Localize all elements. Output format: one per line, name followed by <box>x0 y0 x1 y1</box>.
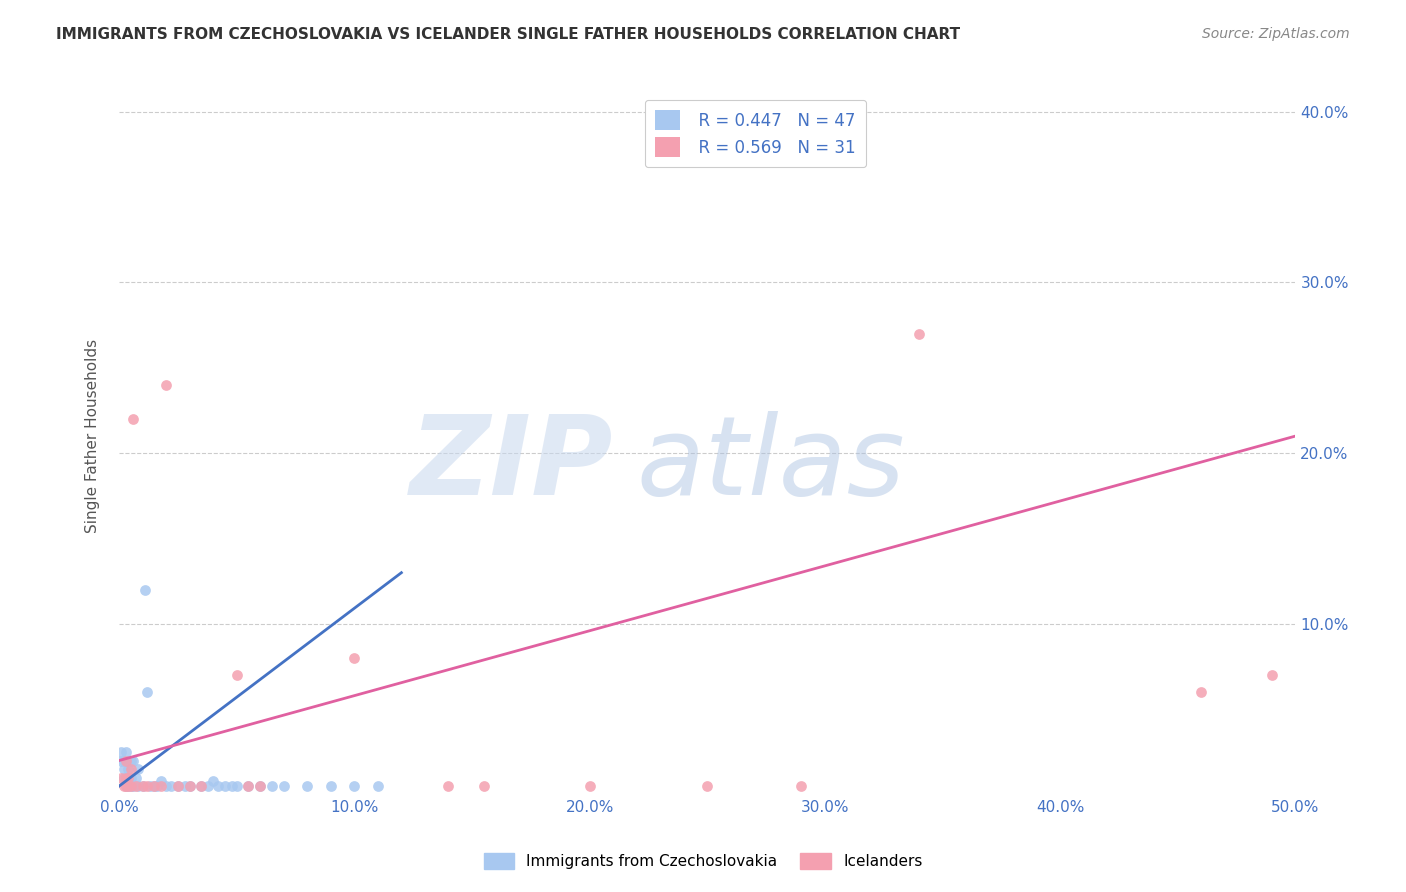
Point <box>297 779 319 793</box>
Point <box>120 779 142 793</box>
Point <box>112 762 135 776</box>
Point <box>138 779 160 793</box>
Point <box>115 745 138 759</box>
Point <box>343 779 366 793</box>
Point <box>131 779 153 793</box>
Point <box>150 779 173 793</box>
Point <box>110 745 132 759</box>
Point <box>124 771 146 785</box>
Point <box>127 779 149 793</box>
Point <box>120 762 142 776</box>
Point <box>207 779 229 793</box>
Point <box>367 779 389 793</box>
Point <box>1261 668 1284 682</box>
Point <box>136 779 159 793</box>
Text: atlas: atlas <box>637 411 905 518</box>
Point <box>260 779 283 793</box>
Text: ZIP: ZIP <box>409 411 613 518</box>
Point <box>115 779 138 793</box>
Point <box>225 779 247 793</box>
Point <box>120 754 142 768</box>
Point <box>120 771 142 785</box>
Point <box>238 779 260 793</box>
Point <box>790 779 813 793</box>
Point <box>117 779 139 793</box>
Point <box>115 754 138 768</box>
Point <box>122 779 145 793</box>
Point <box>221 779 243 793</box>
Point <box>117 771 139 785</box>
Point <box>115 779 138 793</box>
Point <box>1189 685 1212 699</box>
Legend:   R = 0.447   N = 47,   R = 0.569   N = 31: R = 0.447 N = 47, R = 0.569 N = 31 <box>645 100 866 168</box>
Point <box>167 779 190 793</box>
Point <box>112 771 135 785</box>
Point <box>167 779 190 793</box>
Point <box>110 771 132 785</box>
Point <box>112 779 135 793</box>
Point <box>127 762 149 776</box>
Point <box>145 779 167 793</box>
Point <box>197 779 219 793</box>
Point <box>578 779 600 793</box>
Point <box>131 779 153 793</box>
Point <box>120 779 142 793</box>
Point <box>202 774 225 789</box>
Point <box>155 779 177 793</box>
Point <box>273 779 295 793</box>
Point <box>696 779 718 793</box>
Point <box>190 779 212 793</box>
Point <box>112 754 135 768</box>
Point <box>122 754 145 768</box>
Point <box>472 779 495 793</box>
Text: IMMIGRANTS FROM CZECHOSLOVAKIA VS ICELANDER SINGLE FATHER HOUSEHOLDS CORRELATION: IMMIGRANTS FROM CZECHOSLOVAKIA VS ICELAN… <box>56 27 960 42</box>
Point <box>238 779 260 793</box>
Point <box>159 779 181 793</box>
Point <box>124 779 146 793</box>
Point <box>117 771 139 785</box>
Point <box>134 582 156 597</box>
Point <box>115 754 138 768</box>
Point <box>117 762 139 776</box>
Point <box>150 774 173 789</box>
Point <box>155 377 177 392</box>
Point <box>190 779 212 793</box>
Y-axis label: Single Father Households: Single Father Households <box>86 339 100 533</box>
Point <box>249 779 271 793</box>
Point <box>115 771 138 785</box>
Point <box>110 754 132 768</box>
Point <box>437 779 460 793</box>
Point <box>179 779 201 793</box>
Point <box>122 412 145 426</box>
Point <box>179 779 201 793</box>
Point <box>214 779 236 793</box>
Point <box>115 771 138 785</box>
Point <box>117 779 139 793</box>
Point <box>174 779 197 793</box>
Point <box>143 779 166 793</box>
Point <box>908 326 931 341</box>
Text: Source: ZipAtlas.com: Source: ZipAtlas.com <box>1202 27 1350 41</box>
Point <box>143 779 166 793</box>
Point <box>319 779 342 793</box>
Point <box>343 651 366 665</box>
Legend: Immigrants from Czechoslovakia, Icelanders: Immigrants from Czechoslovakia, Icelande… <box>478 847 928 875</box>
Point <box>249 779 271 793</box>
Point <box>136 685 159 699</box>
Point <box>225 668 247 682</box>
